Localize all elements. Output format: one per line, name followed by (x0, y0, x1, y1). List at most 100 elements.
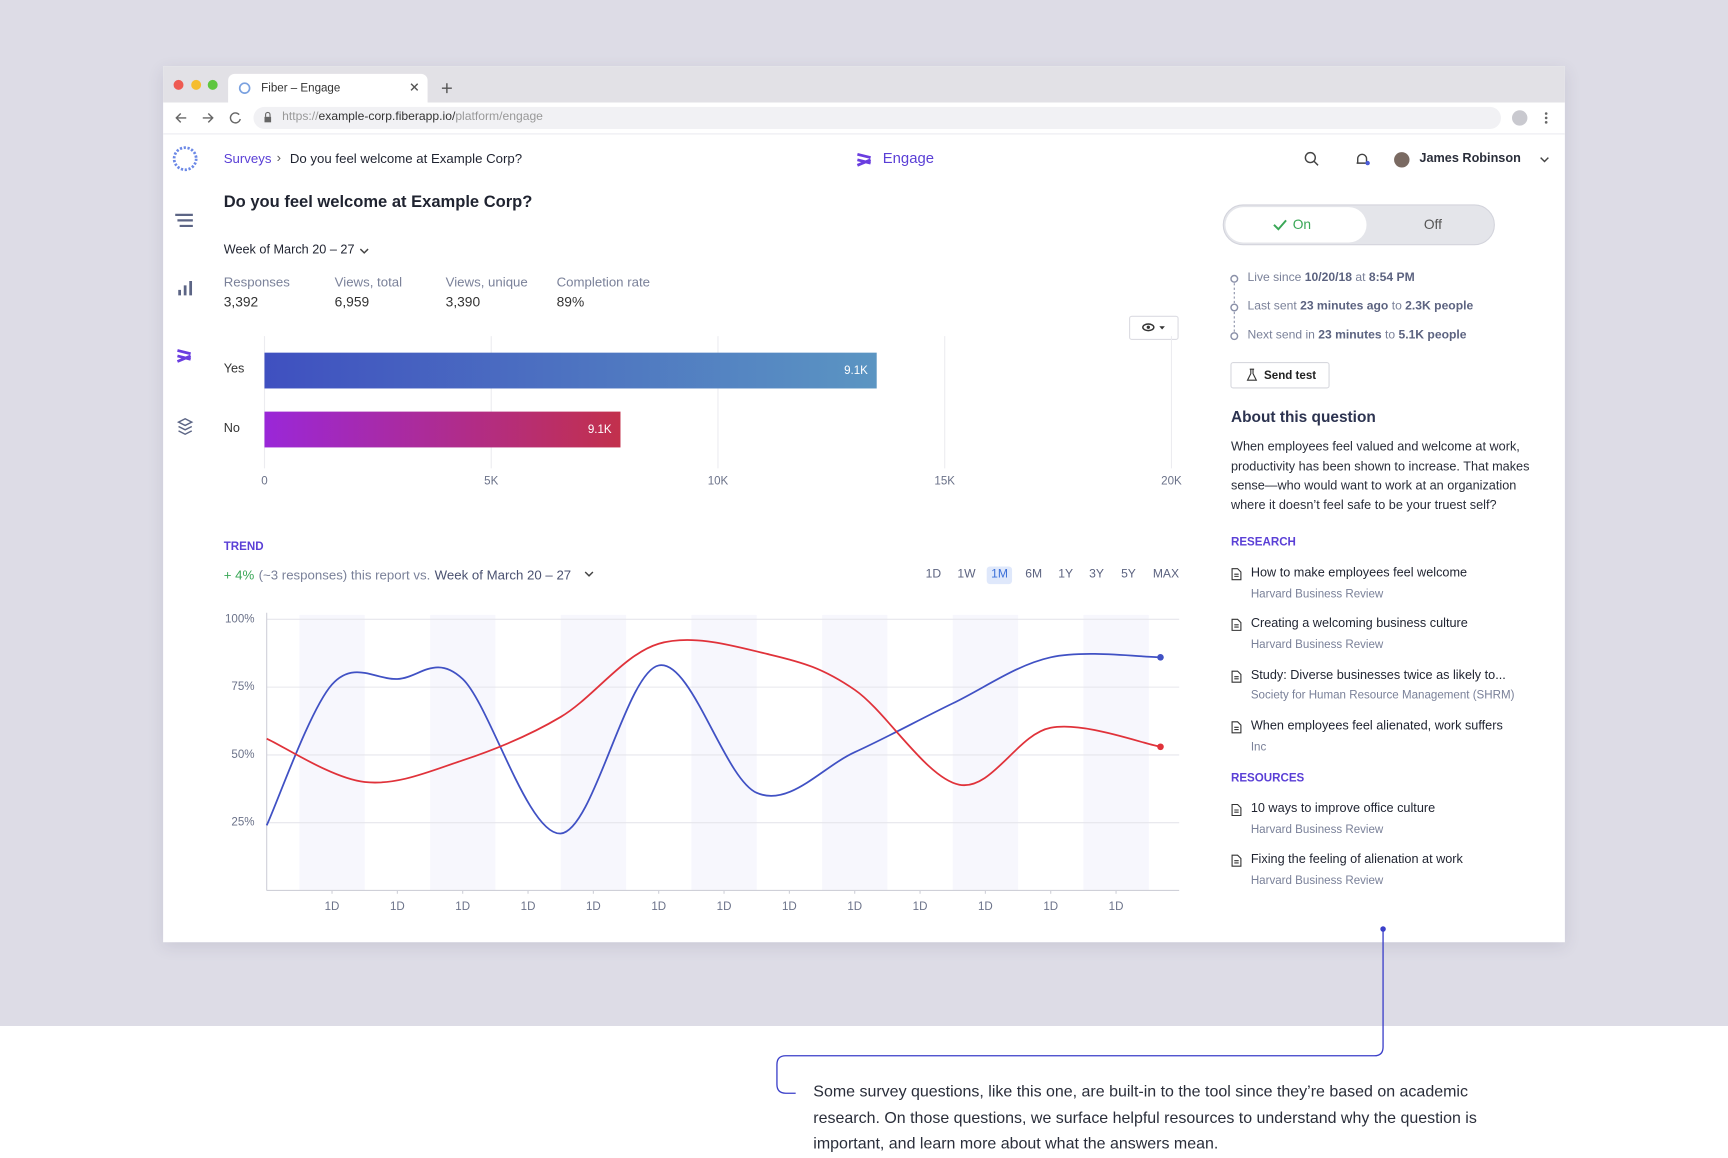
trend-change: + 4% (223, 567, 255, 583)
bar (264, 352, 877, 389)
range-button[interactable]: 1M (986, 566, 1013, 584)
section-heading: RESEARCH (1230, 535, 1296, 549)
doc-icon (1231, 721, 1242, 734)
x-tick-label: 1D (586, 901, 601, 913)
x-tick-label: 20K (1161, 476, 1182, 488)
url: https://example-corp.fiberapp.io/platfor… (282, 111, 543, 126)
timeline-text: to (1381, 328, 1399, 343)
doc-icon (1231, 670, 1242, 683)
end-point (1157, 743, 1164, 751)
x-tick-label: 1D (1109, 901, 1124, 913)
doc-icon (1231, 568, 1242, 581)
url-part: platform/engage (455, 110, 543, 124)
bar (264, 411, 621, 448)
timeline-text: Live since (1247, 271, 1305, 285)
period-select[interactable]: Week of March 20 – 27 (223, 243, 355, 257)
timeline-text: 8:54 PM (1368, 271, 1415, 285)
x-tick-label: 1D (717, 901, 732, 913)
line (266, 639, 1161, 786)
resource-title[interactable]: How to make employees feel welcome (1250, 566, 1468, 580)
x-tick-label: 1D (325, 901, 340, 913)
about-body: When employees feel valued and welcome a… (1230, 440, 1530, 512)
bar-chart: 0 5K 10K 15K 20K 9.1K 9.1K (261, 336, 1182, 488)
range-button[interactable]: 1Y (1058, 567, 1074, 582)
stat-label: Responses (223, 274, 290, 290)
user-name[interactable]: James Robinson (1419, 152, 1521, 166)
x-tick-label: 10K (708, 476, 729, 488)
bar-category: Yes (223, 362, 245, 376)
breadcrumb-sep: › (276, 149, 282, 166)
survey-title: Do you feel welcome at Example Corp? (223, 192, 533, 212)
doc-icon (1231, 803, 1242, 817)
x-tick-label: 5K (484, 476, 498, 488)
tab[interactable] (228, 73, 428, 103)
timeline-item: Live since 10/20/18 at 8:54 PM (1248, 272, 1415, 287)
range-button[interactable]: 3Y (1089, 567, 1104, 582)
resource-source: Harvard Business Review (1250, 822, 1384, 837)
column-band (952, 614, 1019, 891)
toggle-on[interactable]: On (1292, 216, 1312, 232)
stat-label: Completion rate (556, 274, 650, 290)
url-part: https:// (282, 110, 319, 124)
y-tick-label: 75% (231, 681, 254, 693)
x-tick-label: 1D (782, 901, 797, 913)
bar-label: 9.1K (844, 365, 868, 377)
resource-title[interactable]: 10 ways to improve office culture (1250, 802, 1436, 816)
x-tick-label: 1D (1043, 901, 1058, 913)
bar-category: No (223, 421, 240, 435)
trend-summary: + 4% (~3 responses) this report vs. Week o… (224, 567, 571, 583)
range-button[interactable]: 6M (1025, 567, 1043, 582)
y-tick-label: 100% (225, 613, 255, 625)
timeline-item: Last sent 23 minutes ago to 2.3K people (1248, 300, 1474, 315)
y-tick-label: 25% (231, 817, 254, 829)
trend-detail: (~3 responses) this report vs. (258, 567, 431, 583)
timeline-text: to (1388, 300, 1406, 314)
breadcrumb-link[interactable]: Surveys (223, 150, 272, 167)
timeline-text: Last sent (1247, 300, 1301, 314)
column-band (1083, 614, 1149, 891)
column-band (560, 614, 627, 891)
x-tick-label: 1D (521, 901, 536, 913)
range-button[interactable]: 1W (957, 567, 976, 582)
bar-label: 9.1K (588, 424, 612, 436)
stat-value: 6,959 (334, 293, 370, 310)
breadcrumb-current: Do you feel welcome at Example Corp? (289, 150, 523, 167)
toggle-off[interactable]: Off (1423, 216, 1442, 232)
resource-title[interactable]: When employees feel alienated, work suff… (1250, 719, 1503, 733)
resource-source: Inc (1250, 740, 1267, 754)
stat-label: Views, unique (445, 274, 528, 290)
range-button[interactable]: 5Y (1121, 567, 1136, 582)
range-button[interactable]: 1D (925, 567, 942, 582)
resource-source: Harvard Business Review (1250, 638, 1384, 652)
x-tick-label: 1D (390, 901, 405, 913)
resource-source: Society for Human Resource Management (S… (1250, 689, 1515, 703)
about-heading: About this question (1230, 407, 1376, 425)
doc-icon (1231, 854, 1242, 868)
line (265, 653, 1161, 835)
x-tick-label: 0 (261, 476, 267, 488)
range-button[interactable]: MAX (1152, 567, 1180, 582)
x-tick-label: 1D (847, 901, 862, 913)
stat-label: Views, total (334, 274, 403, 290)
tab-title: Fiber – Engage (261, 81, 341, 95)
timeline-text: 2.3K people (1405, 300, 1474, 314)
y-tick-label: 50% (231, 749, 254, 761)
app-name: Engage (882, 149, 935, 167)
url-field[interactable] (253, 106, 1501, 129)
doc-icon (1231, 619, 1242, 632)
timeline-text: 23 minutes (1318, 328, 1382, 343)
line-chart: 25% 50% 75% 100% 1D 1D 1D 1D 1D 1D 1D 1D 1D 1D 1D 1D 1D (225, 612, 1180, 913)
x-tick-label: 1D (978, 901, 993, 913)
resource-title[interactable]: Study: Diverse businesses twice as likel… (1250, 668, 1506, 682)
column-band (299, 614, 365, 891)
x-tick-label: 15K (934, 476, 955, 488)
trend-compare-period[interactable]: Week of March 20 – 27 (434, 567, 572, 583)
resource-source: Harvard Business Review (1250, 587, 1384, 601)
resource-source: Harvard Business Review (1250, 873, 1384, 888)
resource-title[interactable]: Fixing the feeling of alienation at work (1250, 853, 1463, 867)
send-test-button[interactable]: Send test (1264, 368, 1317, 383)
resource-title[interactable]: Creating a welcoming business culture (1250, 617, 1468, 631)
